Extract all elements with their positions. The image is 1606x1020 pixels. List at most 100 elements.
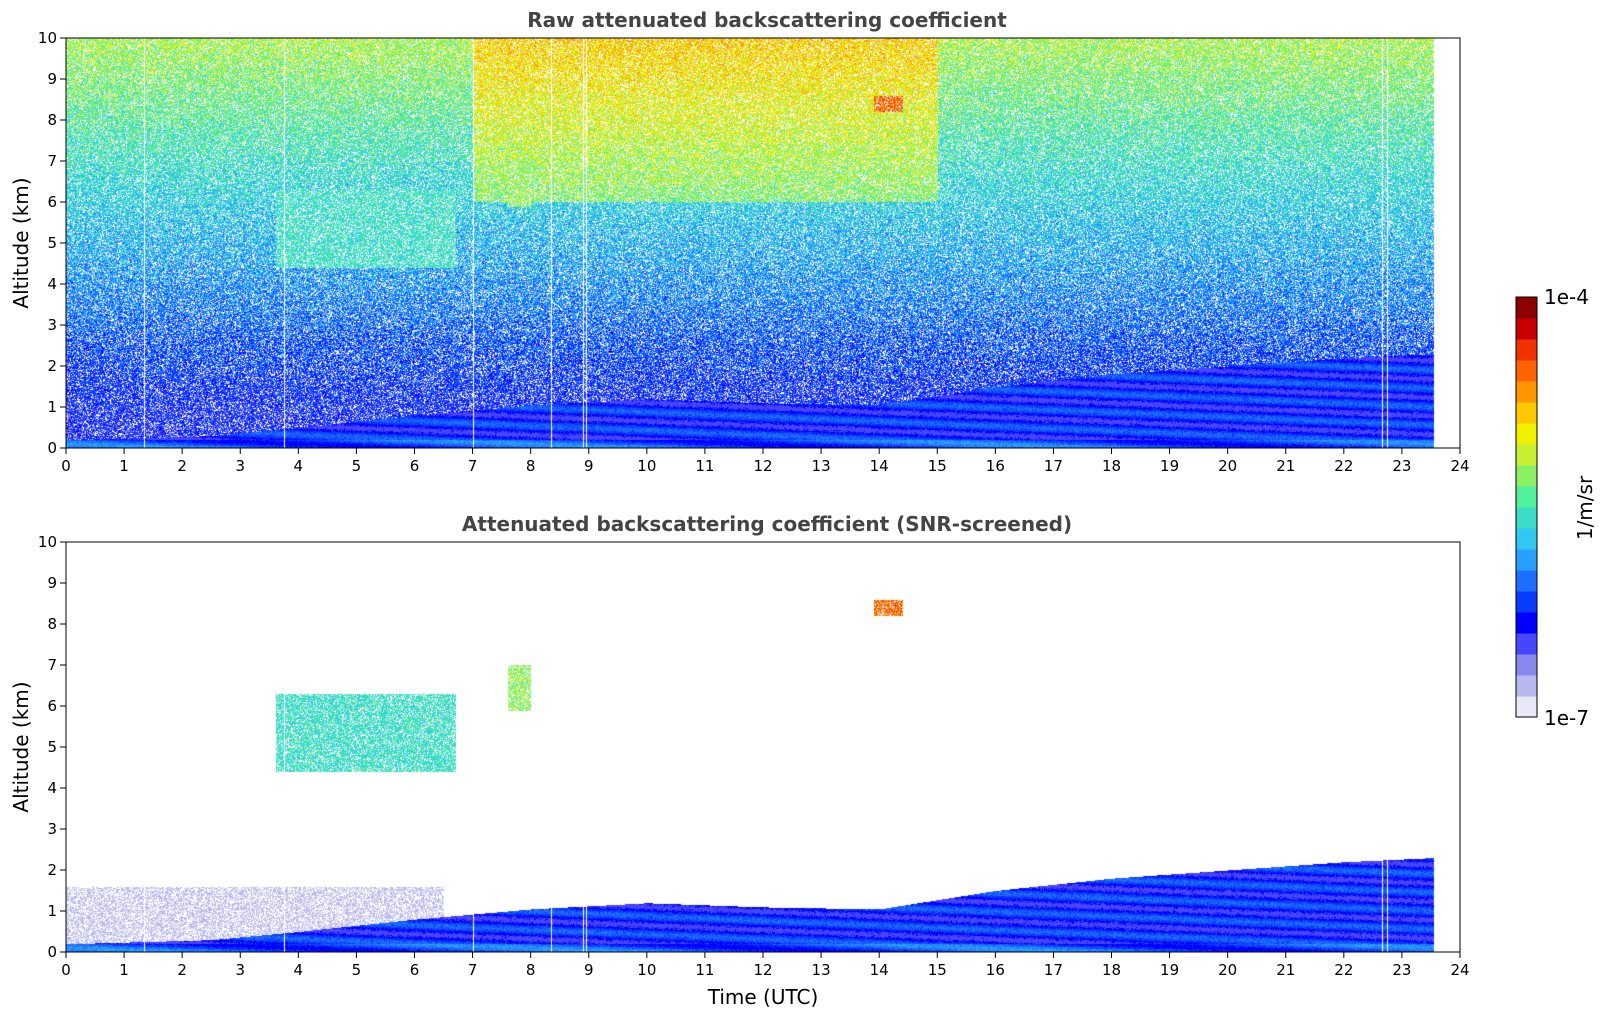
x-tick-label: 23	[1392, 961, 1411, 979]
x-tick-label: 1	[119, 961, 129, 979]
colorbar-segment	[1516, 402, 1537, 424]
y-tick-label: 3	[47, 316, 57, 334]
y-tick-label: 0	[47, 943, 57, 961]
colorbar-segment	[1516, 528, 1537, 550]
raw-y-axis-label: Altitude (km)	[9, 177, 33, 308]
x-tick-label: 4	[294, 961, 304, 979]
y-tick-label: 9	[47, 70, 57, 88]
raw-heatmap	[66, 38, 1460, 448]
y-tick-label: 2	[47, 357, 57, 375]
colorbar-segment	[1516, 423, 1537, 445]
x-tick-label: 14	[870, 457, 889, 475]
x-tick-label: 5	[352, 961, 362, 979]
y-tick-label: 1	[47, 902, 57, 920]
colorbar-segment	[1516, 486, 1537, 508]
colorbar-segment	[1516, 570, 1537, 592]
x-tick-label: 13	[812, 961, 831, 979]
x-tick-label: 4	[294, 457, 304, 475]
x-tick-label: 16	[986, 457, 1005, 475]
colorbar-segment	[1516, 654, 1537, 676]
raw-axes: 0 1 2 3 4 5 6 7 8 9 10 11 12 13 14 15 16 17 18 19 20 21 22 23 24…	[38, 29, 1470, 475]
y-tick-label: 6	[47, 697, 57, 715]
y-tick-label: 5	[47, 234, 57, 252]
x-tick-label: 11	[695, 961, 714, 979]
y-tick-label: 3	[47, 820, 57, 838]
x-tick-label: 12	[753, 961, 772, 979]
x-tick-label: 9	[584, 457, 594, 475]
raw-chart-title: Raw attenuated backscattering coefficien…	[527, 8, 1007, 32]
colorbar-gradient	[1516, 297, 1537, 718]
y-tick-label: 8	[47, 111, 57, 129]
x-tick-label: 0	[61, 457, 71, 475]
x-tick-label: 1	[119, 457, 129, 475]
colorbar: 1e-4 1e-7 1/m/sr	[1515, 285, 1597, 730]
x-tick-label: 13	[812, 457, 831, 475]
x-tick-label: 7	[468, 457, 478, 475]
y-tick-label: 10	[38, 29, 57, 47]
colorbar-segment	[1516, 297, 1537, 319]
y-tick-label: 6	[47, 193, 57, 211]
y-tick-label: 4	[47, 275, 57, 293]
x-tick-label: 10	[637, 457, 656, 475]
x-tick-label: 6	[410, 961, 420, 979]
x-tick-label: 24	[1450, 457, 1469, 475]
snr-heatmap	[66, 542, 1460, 952]
x-axis-label: Time (UTC)	[707, 985, 819, 1009]
colorbar-segment	[1516, 339, 1537, 361]
colorbar-segment	[1516, 549, 1537, 571]
y-tick-label: 0	[47, 439, 57, 457]
colorbar-segment	[1516, 381, 1537, 403]
x-tick-label: 17	[1044, 961, 1063, 979]
x-tick-label: 5	[352, 457, 362, 475]
x-tick-label: 19	[1160, 961, 1179, 979]
x-tick-label: 21	[1276, 961, 1295, 979]
x-tick-label: 14	[870, 961, 889, 979]
colorbar-units-label: 1/m/sr	[1573, 475, 1597, 540]
y-tick-label: 4	[47, 779, 57, 797]
colorbar-segment	[1516, 612, 1537, 634]
x-tick-label: 10	[637, 961, 656, 979]
x-tick-label: 22	[1334, 457, 1353, 475]
x-tick-label: 12	[753, 457, 772, 475]
colorbar-frame	[1515, 296, 1538, 718]
snr-axes: 0 1 2 3 4 5 6 7 8 9 10 11 12 13 14 15 16 17 18 19 20 21 22 23 24…	[38, 533, 1470, 979]
x-tick-label: 18	[1102, 961, 1121, 979]
colorbar-segment	[1516, 507, 1537, 529]
x-tick-label: 9	[584, 961, 594, 979]
y-tick-label: 2	[47, 861, 57, 879]
y-tick-label: 5	[47, 738, 57, 756]
x-tick-label: 8	[526, 457, 536, 475]
colorbar-segment	[1516, 444, 1537, 466]
x-tick-label: 6	[410, 457, 420, 475]
x-tick-label: 16	[986, 961, 1005, 979]
x-tick-label: 3	[235, 961, 245, 979]
colorbar-segment	[1516, 675, 1537, 697]
y-tick-label: 9	[47, 574, 57, 592]
x-tick-label: 11	[695, 457, 714, 475]
x-tick-label: 20	[1218, 961, 1237, 979]
x-tick-label: 18	[1102, 457, 1121, 475]
panel-snr: Attenuated backscattering coefficient (S…	[9, 512, 1470, 1009]
y-tick-label: 10	[38, 533, 57, 551]
snr-y-axis-label: Altitude (km)	[9, 681, 33, 812]
x-tick-label: 24	[1450, 961, 1469, 979]
colorbar-segment	[1516, 360, 1537, 382]
x-tick-label: 7	[468, 961, 478, 979]
colorbar-segment	[1516, 465, 1537, 487]
panel-raw: Raw attenuated backscattering coefficien…	[9, 8, 1470, 475]
x-tick-label: 3	[235, 457, 245, 475]
y-tick-label: 7	[47, 152, 57, 170]
y-tick-label: 1	[47, 398, 57, 416]
colorbar-segment	[1516, 591, 1537, 613]
colorbar-segment	[1516, 696, 1537, 718]
colorbar-segment	[1516, 318, 1537, 340]
y-tick-label: 7	[47, 656, 57, 674]
x-tick-label: 19	[1160, 457, 1179, 475]
x-tick-label: 15	[928, 961, 947, 979]
snr-chart-title: Attenuated backscattering coefficient (S…	[462, 512, 1072, 536]
y-tick-label: 8	[47, 615, 57, 633]
colorbar-min-label: 1e-7	[1544, 706, 1589, 730]
x-tick-label: 2	[177, 457, 187, 475]
colorbar-segment	[1516, 633, 1537, 655]
